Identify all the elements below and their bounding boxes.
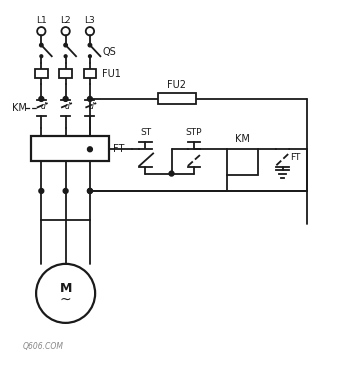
Bar — [227, 149, 258, 175]
Bar — [158, 93, 196, 105]
Circle shape — [39, 188, 44, 193]
Text: L2: L2 — [60, 16, 71, 25]
Circle shape — [89, 55, 91, 58]
Text: QS: QS — [102, 47, 116, 57]
Circle shape — [88, 43, 92, 47]
Text: FU2: FU2 — [167, 80, 186, 90]
Circle shape — [88, 96, 92, 101]
Bar — [31, 136, 109, 162]
Circle shape — [169, 171, 174, 176]
Bar — [60, 69, 72, 78]
Text: ST: ST — [140, 128, 151, 137]
Text: Q606.COM: Q606.COM — [22, 342, 63, 351]
Text: M: M — [60, 282, 72, 295]
Circle shape — [88, 188, 92, 193]
Circle shape — [40, 55, 43, 58]
Text: L1: L1 — [36, 16, 47, 25]
Text: d: d — [89, 102, 94, 112]
Circle shape — [88, 188, 92, 193]
Text: KM: KM — [12, 103, 27, 113]
Text: d: d — [65, 102, 69, 112]
Circle shape — [88, 147, 92, 152]
Text: FT: FT — [113, 144, 125, 154]
Circle shape — [40, 43, 43, 47]
Text: FT: FT — [290, 153, 301, 162]
Bar — [84, 69, 96, 78]
Text: KM: KM — [235, 134, 250, 144]
Bar — [35, 69, 48, 78]
Text: FU1: FU1 — [102, 68, 121, 79]
Circle shape — [63, 96, 68, 101]
Text: L3: L3 — [85, 16, 95, 25]
Text: STP: STP — [186, 128, 202, 137]
Circle shape — [64, 55, 67, 58]
Circle shape — [64, 43, 67, 47]
Text: ~: ~ — [60, 293, 71, 307]
Text: d: d — [40, 102, 45, 112]
Circle shape — [63, 188, 68, 193]
Circle shape — [39, 96, 44, 101]
